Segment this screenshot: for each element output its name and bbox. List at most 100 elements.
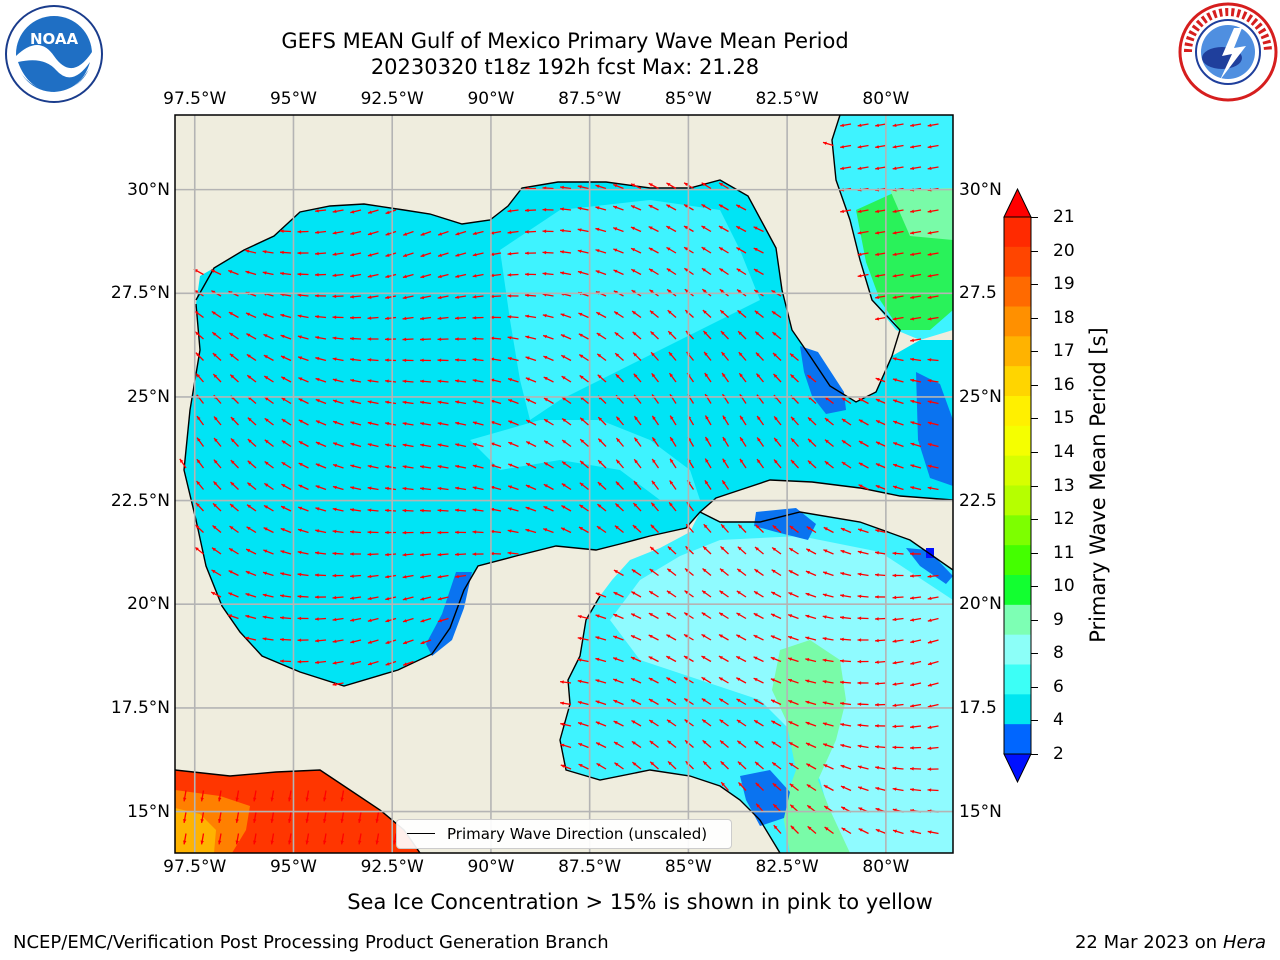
- wave-arrow-head: [753, 656, 758, 660]
- wave-arrow-head: [543, 484, 548, 488]
- colorbar-tick-label: 19: [1053, 274, 1075, 295]
- wave-arrow-head: [910, 787, 914, 792]
- wave-arrow-head: [580, 460, 584, 465]
- wave-arrow-head: [437, 400, 442, 405]
- wave-arrow-head: [875, 573, 879, 577]
- wave-arrow-head: [875, 703, 879, 707]
- wave-arrow-head: [721, 351, 726, 356]
- wave-arrow-head: [927, 788, 932, 792]
- wave-arrow-head: [892, 357, 897, 361]
- wave-arrow-head: [560, 334, 565, 338]
- colorbar-segment: [1004, 575, 1031, 606]
- wave-arrow-head: [179, 458, 184, 463]
- wave-arrow-head: [806, 763, 811, 767]
- wave-arrow-head: [822, 722, 827, 726]
- wave-arrow-head: [340, 840, 344, 845]
- wave-arrow-head: [754, 289, 759, 294]
- wave-arrow-head: [754, 591, 759, 595]
- wave-arrow-head: [875, 274, 880, 278]
- wave-arrow-head: [437, 274, 442, 279]
- wave-arrow-head: [560, 722, 565, 727]
- colorbar-segment: [1004, 634, 1031, 665]
- wave-arrow-head: [857, 594, 862, 599]
- wave-arrow-head: [684, 677, 689, 681]
- wave-arrow-head: [805, 636, 810, 640]
- wave-arrow-head: [280, 550, 285, 554]
- wave-arrow-head: [875, 485, 880, 489]
- wave-arrow-head: [736, 677, 741, 681]
- wave-arrow-head: [420, 640, 425, 645]
- wave-arrow-head: [560, 680, 564, 684]
- colorbar-segment: [1004, 366, 1031, 397]
- wave-arrow-head: [910, 464, 915, 468]
- wave-arrow-head: [807, 460, 812, 465]
- wave-arrow-head: [263, 334, 268, 338]
- wave-arrow-head: [420, 597, 425, 601]
- wave-arrow-head: [597, 504, 602, 508]
- wave-arrow-head: [280, 572, 285, 576]
- wave-arrow-head: [613, 657, 618, 661]
- wave-arrow-head: [615, 374, 620, 378]
- wave-arrow-head: [560, 228, 564, 233]
- wave-arrow-head: [858, 462, 863, 467]
- wave-arrow-head: [737, 310, 742, 315]
- wave-arrow-head: [701, 204, 706, 208]
- colorbar-tick-label: 20: [1053, 240, 1075, 261]
- wave-arrow-head: [247, 460, 252, 465]
- wave-arrow-head: [262, 271, 267, 275]
- wave-arrow-head: [910, 378, 915, 383]
- wave-arrow-head: [651, 352, 655, 357]
- wave-arrow-head: [614, 332, 619, 336]
- wave-arrow-head: [771, 290, 776, 294]
- wave-arrow-head: [543, 528, 548, 532]
- wave-arrow-head: [472, 464, 477, 468]
- wave-arrow-head: [385, 274, 390, 279]
- wave-arrow-head: [630, 656, 635, 661]
- wave-arrow-head: [525, 506, 530, 511]
- wave-arrow-head: [615, 481, 620, 486]
- map-subtitle: 20230320 t18z 192h fcst Max: 21.28: [370, 55, 760, 79]
- wave-arrow-head: [350, 274, 355, 278]
- wave-arrow-head: [560, 313, 565, 317]
- wave-arrow-head: [367, 552, 372, 557]
- wave-arrow-head: [367, 618, 372, 623]
- wave-arrow-head: [927, 596, 932, 601]
- wave-arrow-head: [841, 397, 846, 402]
- wave-arrow-head: [806, 548, 811, 553]
- wave-arrow-head: [631, 613, 636, 617]
- wave-arrow-head: [738, 352, 743, 357]
- wave-arrow-head: [385, 465, 390, 469]
- lat-label-left: 30°N: [127, 179, 170, 200]
- wave-arrow-head: [822, 701, 827, 705]
- wave-arrow-head: [667, 310, 672, 314]
- wave-arrow-head: [247, 482, 252, 487]
- wave-arrow-head: [350, 336, 354, 341]
- wave-arrow-head: [703, 546, 707, 551]
- wave-arrow-head: [788, 614, 793, 618]
- wave-arrow-head: [543, 356, 548, 360]
- wave-arrow-head: [738, 782, 743, 787]
- wave-arrow-head: [720, 740, 724, 745]
- wave-arrow-head: [350, 574, 354, 578]
- wave-arrow-head: [332, 273, 337, 278]
- colorbar-segment: [1004, 485, 1031, 516]
- wave-arrow-head: [652, 415, 656, 420]
- wave-arrow-head: [253, 818, 257, 823]
- wave-arrow-head: [823, 743, 828, 747]
- wave-arrow-head: [420, 553, 424, 557]
- wave-arrow-head: [253, 840, 257, 845]
- wave-arrow-head: [332, 485, 337, 490]
- lon-label-bottom: 95°W: [269, 857, 317, 877]
- wave-arrow-head: [595, 184, 600, 188]
- wave-arrow-head: [332, 507, 337, 512]
- wave-arrow-head: [807, 805, 812, 809]
- lon-label-top: 90°W: [467, 89, 515, 109]
- wave-arrow-head: [350, 464, 355, 468]
- lon-label-top: 97.5°W: [163, 89, 227, 109]
- wave-arrow-head: [892, 317, 897, 321]
- wave-arrow-head: [367, 274, 372, 278]
- wave-arrow-head: [262, 637, 267, 641]
- wave-arrow-head: [183, 840, 187, 845]
- wave-arrow-head: [790, 374, 795, 379]
- wave-arrow-head: [358, 818, 362, 823]
